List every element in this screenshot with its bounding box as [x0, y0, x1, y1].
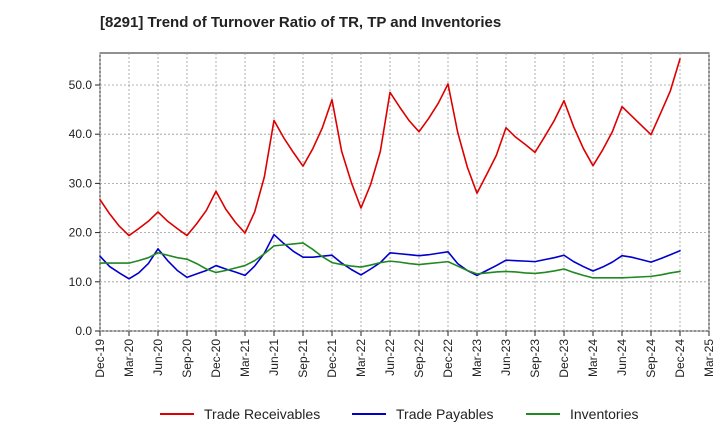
x-tick-label: Jun-24	[615, 339, 629, 376]
grid-layer	[99, 53, 710, 332]
x-tick-label: Dec-20	[209, 339, 223, 378]
legend: Trade Receivables Trade Payables Inventori…	[160, 406, 638, 422]
y-tick-label: 40.0	[69, 127, 93, 141]
chart-title: [8291] Trend of Turnover Ratio of TR, TP…	[100, 14, 502, 31]
x-tick-label: Sep-24	[644, 339, 658, 378]
x-tick-label: Mar-22	[354, 339, 368, 377]
plot-frame	[99, 52, 710, 332]
y-tick-label: 0.0	[75, 324, 92, 338]
series-line-trade-receivables	[99, 58, 681, 237]
axis-layer: 0.0 10.0 20.0 30.0 40.0 50.0 Dec-19 Mar-20 Jun-2…	[69, 78, 716, 378]
y-tick-label: 20.0	[69, 226, 93, 240]
x-tick-label: Mar-25	[702, 339, 716, 377]
x-tick-label: Sep-21	[296, 339, 310, 378]
x-tick-label: Mar-21	[238, 339, 252, 377]
y-tick-label: 10.0	[69, 275, 93, 289]
y-tick-label: 30.0	[69, 176, 93, 190]
x-tick-label: Mar-20	[122, 339, 136, 377]
x-tick-label: Jun-22	[383, 339, 397, 376]
series-line-trade-payables	[99, 233, 681, 280]
x-tick-label: Mar-24	[586, 339, 600, 377]
legend-label: Inventories	[570, 406, 638, 422]
x-tick-label: Dec-24	[673, 339, 687, 378]
y-tick-label: 50.0	[69, 78, 93, 92]
x-tick-label: Sep-22	[412, 339, 426, 378]
series-line-inventories	[99, 242, 681, 279]
x-tick-label: Dec-22	[441, 339, 455, 378]
x-tick-label: Jun-21	[267, 339, 281, 376]
x-tick-label: Sep-23	[528, 339, 542, 378]
series-layer	[99, 58, 681, 280]
x-tick-label: Dec-23	[557, 339, 571, 378]
x-tick-label: Dec-21	[325, 339, 339, 378]
x-tick-label: Mar-23	[470, 339, 484, 377]
x-tick-label: Dec-19	[93, 339, 107, 378]
legend-label: Trade Receivables	[204, 406, 320, 422]
legend-label: Trade Payables	[396, 406, 494, 422]
x-tick-label: Sep-20	[180, 339, 194, 378]
x-tick-label: Jun-20	[151, 339, 165, 376]
x-tick-label: Jun-23	[499, 339, 513, 376]
